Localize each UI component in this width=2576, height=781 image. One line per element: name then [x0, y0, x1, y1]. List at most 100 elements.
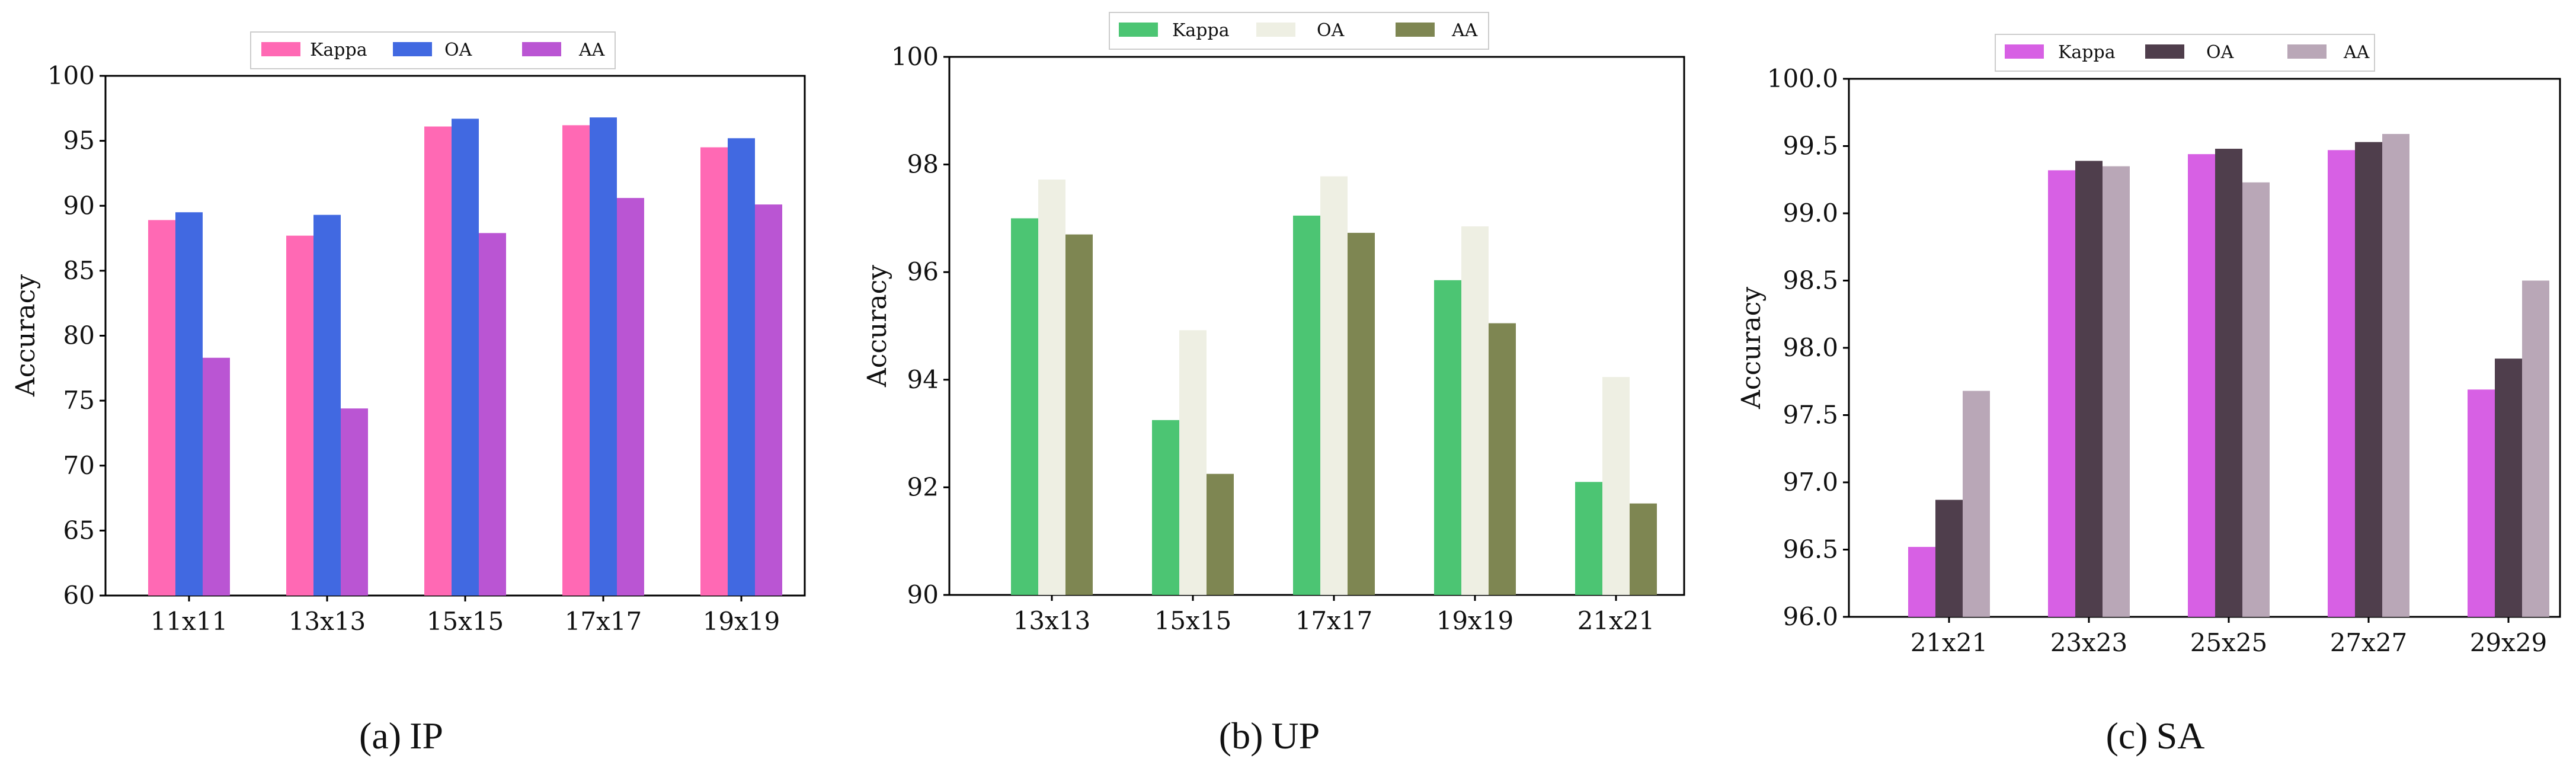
- x-axis-ticks: 21x21 23x23 25x25 27x27 29x29: [1911, 617, 2548, 657]
- bar-kappa-21x21: [1908, 546, 1935, 617]
- x-tick-label: 29x29: [2470, 628, 2548, 657]
- caption-name: UP: [1271, 715, 1320, 757]
- x-axis-ticks: 13x13 15x15 17x17 19x19 21x21: [1013, 595, 1655, 635]
- y-tick-label: 97.5: [1783, 401, 1838, 430]
- y-tick-label: 85: [63, 256, 95, 285]
- bar-oa-25x25: [2215, 149, 2242, 617]
- caption-name: SA: [2156, 715, 2205, 757]
- legend-label-kappa: Kappa: [310, 40, 367, 60]
- bar-kappa-19x19: [700, 147, 728, 596]
- legend: Kappa OA AA: [1109, 12, 1489, 50]
- x-tick-label: 25x25: [2190, 628, 2268, 657]
- bar-kappa-17x17: [1293, 215, 1320, 595]
- chart-panel-c: Accuracy 96.0 96.5 97.0 97.5 98.0 98.5 99.0 99.…: [1736, 34, 2561, 757]
- caption-letter: (c): [2106, 715, 2148, 757]
- bar-oa-21x21: [1602, 377, 1630, 595]
- bar-kappa-27x27: [2328, 150, 2355, 617]
- bar-oa-11x11: [175, 212, 203, 596]
- x-tick-label: 11x11: [151, 607, 228, 636]
- bar-aa-15x15: [479, 233, 506, 596]
- bar-kappa-23x23: [2048, 170, 2075, 617]
- bar-kappa-19x19: [1434, 280, 1461, 595]
- bar-oa-29x29: [2495, 359, 2522, 617]
- x-axis-ticks: 11x11 13x13 15x15 17x17 19x19: [151, 596, 780, 636]
- x-tick-label: 19x19: [703, 607, 780, 636]
- bar-kappa-15x15: [1152, 420, 1179, 595]
- legend-swatch-oa: [393, 42, 432, 56]
- bar-aa-21x21: [1963, 390, 1990, 617]
- bar-kappa-25x25: [2188, 154, 2215, 617]
- y-tick-label: 96.0: [1783, 602, 1838, 631]
- bar-marks: [148, 117, 782, 596]
- bar-aa-15x15: [1207, 473, 1234, 595]
- x-tick-label: 21x21: [1911, 628, 1988, 657]
- legend-label-oa: OA: [1317, 20, 1345, 41]
- bar-aa-13x13: [341, 408, 368, 596]
- y-tick-label: 65: [63, 516, 95, 545]
- x-tick-label: 13x13: [289, 607, 366, 636]
- x-tick-label: 13x13: [1013, 606, 1091, 635]
- bar-kappa-29x29: [2468, 389, 2495, 617]
- bar-aa-17x17: [617, 198, 644, 596]
- legend-swatch-kappa: [2005, 44, 2044, 59]
- legend-label-aa: AA: [578, 40, 605, 60]
- y-axis-ticks: 60 65 70 75 80 85 90 95 100: [47, 61, 105, 610]
- y-axis-ticks: 90 92 94 96 98 100: [891, 42, 949, 609]
- y-tick-label: 95: [63, 126, 95, 155]
- x-tick-label: 17x17: [565, 607, 642, 636]
- bar-oa-15x15: [1179, 330, 1207, 595]
- y-tick-label: 75: [63, 386, 95, 415]
- y-tick-label: 100: [47, 61, 95, 90]
- bar-kappa-13x13: [1011, 218, 1038, 595]
- bar-kappa-17x17: [562, 125, 590, 596]
- x-tick-label: 21x21: [1577, 606, 1655, 635]
- x-tick-label: 15x15: [427, 607, 504, 636]
- x-tick-label: 17x17: [1295, 606, 1373, 635]
- legend-swatch-aa: [2287, 44, 2327, 59]
- legend: Kappa OA AA: [250, 31, 616, 69]
- y-tick-label: 98.0: [1783, 333, 1838, 362]
- y-tick-label: 90: [63, 191, 95, 220]
- legend-swatch-oa: [2145, 44, 2184, 59]
- y-tick-label: 97.0: [1783, 468, 1838, 497]
- bar-oa-15x15: [452, 119, 479, 596]
- y-tick-label: 98: [907, 150, 939, 179]
- y-axis-label: Accuracy: [11, 274, 41, 397]
- panel-caption: (a) IP: [359, 715, 443, 757]
- y-tick-label: 99.0: [1783, 199, 1838, 228]
- bar-aa-17x17: [1348, 232, 1375, 595]
- bar-kappa-21x21: [1575, 482, 1602, 595]
- y-tick-label: 60: [63, 581, 95, 610]
- caption-letter: (a): [359, 715, 401, 757]
- x-tick-label: 15x15: [1154, 606, 1232, 635]
- legend-swatch-aa: [522, 42, 561, 56]
- bar-kappa-15x15: [424, 126, 452, 596]
- bar-oa-17x17: [590, 117, 617, 596]
- panel-caption: (c) SA: [2106, 715, 2205, 757]
- bar-aa-27x27: [2382, 134, 2409, 617]
- bar-aa-13x13: [1065, 234, 1093, 595]
- bar-aa-29x29: [2522, 280, 2549, 617]
- legend-swatch-aa: [1396, 23, 1435, 37]
- y-tick-label: 90: [907, 580, 939, 609]
- bar-aa-21x21: [1630, 503, 1657, 595]
- bar-oa-19x19: [1461, 226, 1489, 595]
- y-axis-ticks: 96.0 96.5 97.0 97.5 98.0 98.5 99.0 99.5 100.0: [1767, 64, 1849, 631]
- bar-oa-27x27: [2355, 142, 2382, 617]
- y-tick-label: 92: [907, 472, 939, 501]
- y-tick-label: 80: [63, 321, 95, 350]
- legend-label-aa: AA: [2343, 42, 2370, 63]
- bar-oa-19x19: [728, 138, 755, 596]
- legend: Kappa OA AA: [1995, 34, 2375, 72]
- y-tick-label: 98.5: [1783, 266, 1838, 295]
- y-tick-label: 70: [63, 451, 95, 480]
- caption-letter: (b): [1219, 715, 1263, 757]
- y-axis-label: Accuracy: [1736, 287, 1767, 409]
- panel-caption: (b) UP: [1219, 715, 1320, 757]
- caption-name: IP: [409, 715, 443, 757]
- bar-kappa-11x11: [148, 220, 175, 596]
- bar-aa-25x25: [2242, 182, 2270, 617]
- y-tick-label: 100.0: [1767, 64, 1838, 93]
